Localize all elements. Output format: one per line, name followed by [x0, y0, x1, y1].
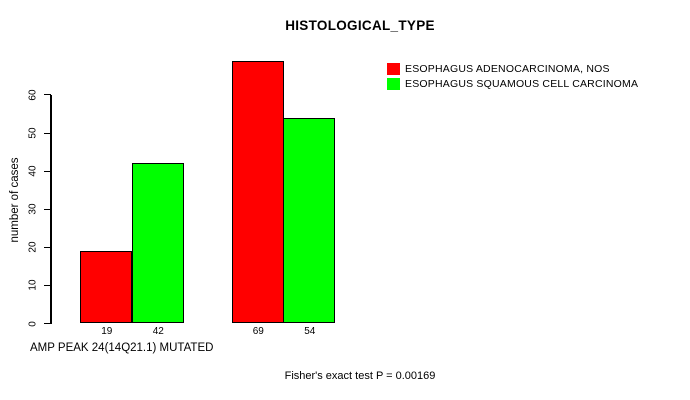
- y-tick-label: 60: [27, 89, 39, 101]
- x-axis-label: AMP PEAK 24(14Q21.1) MUTATED: [30, 342, 214, 354]
- bar-value-label: 54: [304, 326, 316, 337]
- y-axis-line: [50, 94, 52, 325]
- y-tick-mark: [43, 132, 51, 134]
- y-tick-label: 30: [27, 203, 39, 215]
- legend-swatch: [387, 77, 400, 90]
- y-tick-label: 10: [27, 279, 39, 291]
- bar-value-label: 69: [252, 326, 264, 337]
- y-tick-mark: [43, 94, 51, 96]
- y-tick-label: 0: [27, 320, 39, 327]
- chart-title: HISTOLOGICAL_TYPE: [285, 18, 435, 33]
- bar-group-2-series-1: [231, 60, 284, 324]
- legend-item: ESOPHAGUS ADENOCARCINOMA, NOS: [387, 62, 638, 75]
- y-tick-mark: [43, 323, 51, 324]
- legend-label: ESOPHAGUS SQUAMOUS CELL CARCINOMA: [405, 77, 639, 90]
- legend-swatch: [387, 62, 400, 75]
- legend-label: ESOPHAGUS ADENOCARCINOMA, NOS: [405, 62, 610, 75]
- y-axis-label-text: number of cases: [9, 157, 21, 243]
- y-tick-mark: [43, 284, 51, 286]
- y-tick-mark: [43, 208, 51, 210]
- bar-value-label: 42: [152, 326, 164, 337]
- y-tick-mark: [43, 246, 51, 248]
- y-tick-mark: [43, 170, 51, 172]
- bar-group-1-series-1: [80, 251, 132, 324]
- bar-value-label: 19: [101, 326, 113, 337]
- fisher-test-annotation: Fisher's exact test P = 0.00169: [284, 370, 436, 382]
- legend: ESOPHAGUS ADENOCARCINOMA, NOS ESOPHAGUS S…: [387, 62, 638, 92]
- y-tick-label: 20: [27, 241, 39, 253]
- y-tick-label: 50: [27, 127, 39, 139]
- y-tick-label: 40: [27, 165, 39, 177]
- bar-group-2-series-2: [283, 117, 335, 324]
- legend-item: ESOPHAGUS SQUAMOUS CELL CARCINOMA: [387, 77, 638, 90]
- bar-group-1-series-2: [131, 163, 184, 324]
